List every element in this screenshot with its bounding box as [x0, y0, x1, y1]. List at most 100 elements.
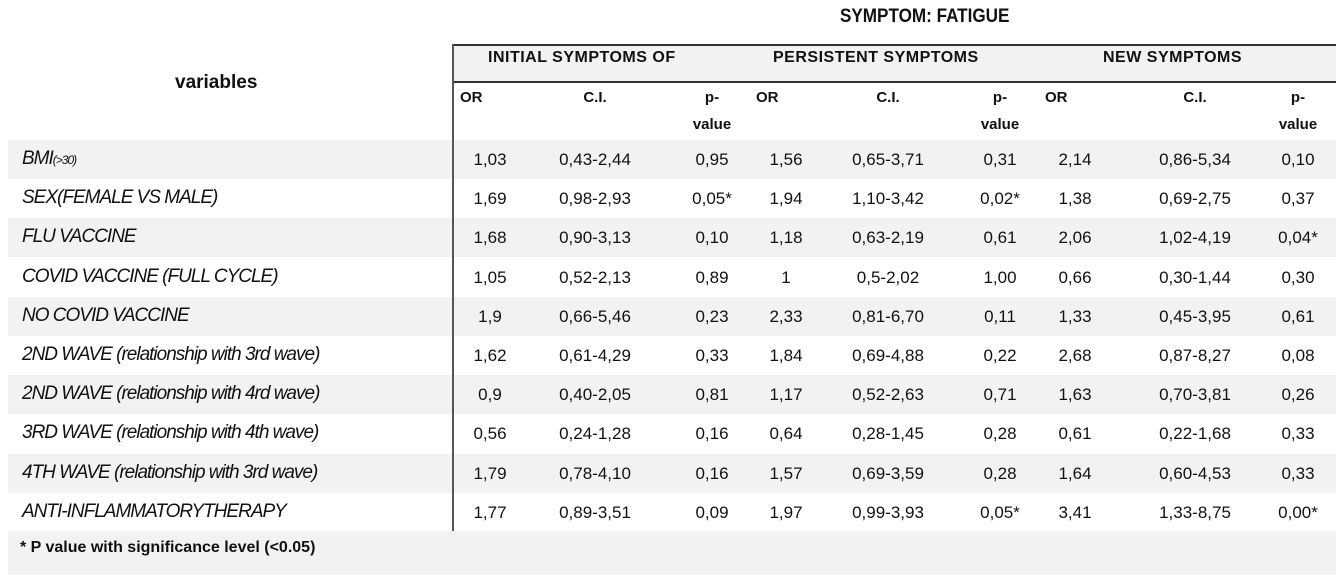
cell-p-value: 0,37 — [1281, 189, 1315, 209]
cell-ci: 1,02-4,19 — [1159, 228, 1231, 248]
row-label: 2ND WAVE (relationship with 4rd wave) — [22, 383, 320, 405]
footnote: * P value with significance level (<0.05… — [20, 539, 316, 556]
cell-ci: 0,69-3,59 — [852, 463, 924, 483]
cell-p-value: 0,33 — [695, 346, 729, 365]
subheader-ci: C.I. — [583, 89, 607, 106]
cell-ci: 0,52-2,63 — [852, 385, 924, 405]
row-label: 2ND WAVE (relationship with 3rd wave) — [22, 344, 320, 366]
cell-or: 0,64 — [769, 424, 803, 444]
cell-or: 1,38 — [1058, 189, 1092, 209]
row-label-text: FLU VACCINE — [22, 226, 137, 248]
cell-or: 2,68 — [1058, 346, 1092, 365]
row-label: SEX(FEMALE VS MALE) — [22, 187, 218, 209]
cell-ci: 0,99-3,93 — [852, 502, 924, 522]
row-label-text: ANTI-INFLAMMATORYTHERAPY — [22, 500, 287, 522]
cell-or: 1,97 — [769, 502, 803, 522]
subheader-ci: C.I. — [1183, 89, 1207, 106]
cell-ci: 0,89-3,51 — [559, 502, 631, 522]
cell-p-value: 0,71 — [983, 385, 1017, 405]
group-header-persistent: PERSISTENT SYMPTOMS — [773, 49, 979, 66]
row-label-text: SEX(FEMALE VS MALE) — [22, 187, 218, 209]
row-label: BMI(>30) — [22, 148, 77, 170]
table-row: ANTI-INFLAMMATORYTHERAPY 1,77 0,89-3,51 0,0… — [8, 493, 1336, 532]
cell-p-value: 0,05* — [980, 502, 1020, 522]
row-label: COVID VACCINE (FULL CYCLE) — [22, 266, 279, 288]
cell-p-value: 0,16 — [695, 463, 729, 483]
row-label-text: 4TH WAVE (relationship with 3rd wave) — [22, 461, 318, 483]
cell-p-value: 0,10 — [1281, 150, 1315, 169]
cell-or: 1,17 — [769, 385, 803, 405]
cell-p-value: 0,11 — [984, 306, 1016, 326]
subheader-ci: C.I. — [876, 89, 900, 106]
row-label: 4TH WAVE (relationship with 3rd wave) — [22, 461, 318, 484]
cell-p-value: 0,04* — [1278, 228, 1318, 248]
cell-ci: 0,28-1,45 — [852, 424, 924, 444]
cell-ci: 0,22-1,68 — [1159, 424, 1231, 444]
cell-p-value: 1,00 — [983, 267, 1017, 287]
row-label: FLU VACCINE — [22, 226, 137, 248]
row-label-qualifier: (>30) — [52, 153, 77, 167]
cell-or: 1,77 — [473, 502, 507, 522]
cell-or: 1,57 — [769, 463, 803, 483]
cell-or: 1,9 — [478, 306, 502, 326]
cell-or: 1,05 — [473, 267, 507, 287]
cell-p-value: 0,89 — [695, 267, 729, 287]
cell-ci: 1,10-3,42 — [852, 189, 924, 209]
cell-ci: 1,33-8,75 — [1159, 502, 1231, 522]
cell-or: 0,56 — [473, 424, 507, 444]
cell-ci: 0,86-5,34 — [1159, 150, 1231, 169]
cell-p-value: 0,22 — [983, 346, 1017, 365]
table-row: 2ND WAVE (relationship with 3rd wave) 1,6… — [8, 336, 1336, 375]
table-row: 4TH WAVE (relationship with 3rd wave) 1,7… — [8, 453, 1336, 493]
cell-or: 0,61 — [1058, 424, 1092, 444]
column-divider — [452, 44, 454, 531]
footnote-row: * P value with significance level (<0.05… — [8, 531, 1336, 575]
cell-p-value: 0,81 — [695, 385, 729, 405]
cell-or: 3,41 — [1058, 502, 1092, 522]
row-label: ANTI-INFLAMMATORYTHERAPY — [22, 500, 287, 523]
cell-or: 1 — [781, 267, 791, 287]
cell-or: 2,33 — [769, 306, 803, 326]
cell-p-value: 0,08 — [1281, 346, 1315, 365]
cell-or: 1,63 — [1058, 385, 1092, 405]
cell-p-value: 0,61 — [983, 228, 1017, 248]
table-row: FLU VACCINE 1,68 0,90-3,13 0,10 1,18 0,63-2,1… — [8, 218, 1336, 258]
cell-ci: 0,69-4,88 — [852, 346, 924, 365]
cell-ci: 0,98-2,93 — [559, 189, 631, 209]
table-row: NO COVID VACCINE 1,9 0,66-5,46 0,23 2,33 0,81… — [8, 296, 1336, 336]
cell-or: 1,68 — [473, 228, 507, 248]
table-row: COVID VACCINE (FULL CYCLE) 1,05 0,52-2,13 0… — [8, 258, 1336, 297]
row-label-text: NO COVID VACCINE — [22, 304, 190, 326]
cell-or: 0,9 — [478, 385, 502, 405]
row-label-text: 2ND WAVE (relationship with 4rd wave) — [22, 383, 320, 405]
group-header-new: NEW SYMPTOMS — [1103, 49, 1243, 66]
cell-ci: 0,66-5,46 — [559, 306, 631, 326]
cell-p-value: 0,23 — [695, 306, 729, 326]
cell-or: 1,03 — [473, 150, 507, 169]
cell-or: 1,18 — [769, 228, 803, 248]
cell-ci: 0,24-1,28 — [559, 424, 631, 444]
cell-ci: 0,45-3,95 — [1159, 306, 1231, 326]
row-label: 3RD WAVE (relationship with 4th wave) — [22, 422, 319, 444]
cell-p-value: 0,28 — [983, 463, 1017, 483]
cell-or: 0,66 — [1058, 267, 1092, 287]
cell-p-value: 0,95 — [695, 150, 729, 169]
table-row: SEX(FEMALE VS MALE) 1,69 0,98-2,93 0,05* 1,9… — [8, 179, 1336, 218]
cell-ci: 0,81-6,70 — [852, 306, 924, 326]
cell-p-value: 0,16 — [695, 424, 729, 444]
table-row: 2ND WAVE (relationship with 4rd wave) 0,9… — [8, 375, 1336, 415]
row-label: NO COVID VACCINE — [22, 304, 190, 327]
subheader-or: OR — [756, 89, 779, 106]
cell-or: 2,06 — [1058, 228, 1092, 248]
cell-or: 1,79 — [473, 463, 507, 483]
cell-ci: 0,70-3,81 — [1159, 385, 1231, 405]
cell-ci: 0,78-4,10 — [559, 463, 631, 483]
group-header-band — [452, 46, 1336, 81]
cell-ci: 0,5-2,02 — [856, 267, 920, 287]
cell-p-value: 0,28 — [983, 424, 1017, 444]
cell-ci: 0,52-2,13 — [559, 267, 631, 287]
table-title: SYMPTOM: FATIGUE — [840, 6, 1010, 27]
cell-ci: 0,65-3,71 — [852, 150, 924, 169]
cell-ci: 0,30-1,44 — [1159, 267, 1231, 287]
divider — [452, 81, 1336, 83]
